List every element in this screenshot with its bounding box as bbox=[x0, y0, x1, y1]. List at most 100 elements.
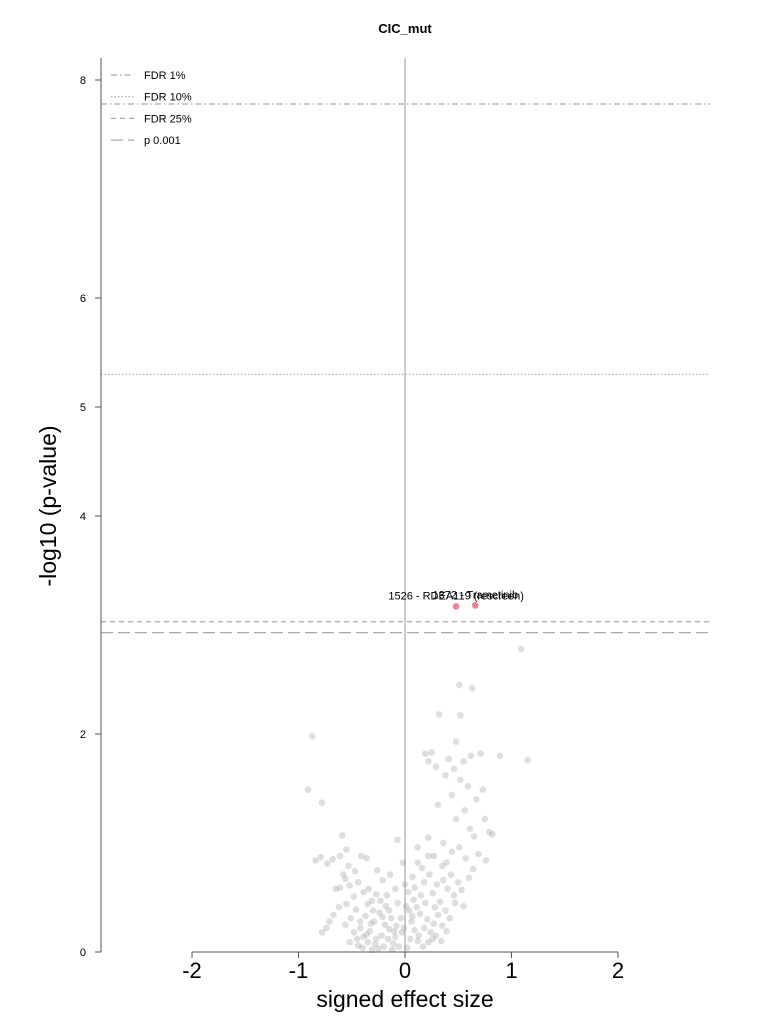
data-point bbox=[407, 935, 414, 943]
data-point bbox=[336, 852, 344, 860]
data-point bbox=[372, 935, 380, 943]
data-point bbox=[461, 807, 468, 814]
data-point bbox=[368, 946, 376, 954]
data-point bbox=[354, 942, 362, 949]
data-point bbox=[369, 907, 377, 914]
data-point bbox=[469, 865, 477, 873]
data-point bbox=[431, 904, 439, 911]
data-point bbox=[332, 885, 340, 893]
data-point bbox=[434, 911, 442, 919]
data-point bbox=[410, 896, 417, 903]
x-tick-label: 2 bbox=[612, 958, 624, 983]
data-point bbox=[470, 833, 478, 840]
data-point bbox=[365, 885, 373, 893]
data-point bbox=[432, 763, 440, 770]
data-point bbox=[343, 846, 350, 853]
data-point bbox=[363, 854, 370, 862]
data-point bbox=[379, 913, 386, 921]
highlighted-point-1 bbox=[452, 603, 460, 610]
data-point bbox=[446, 914, 454, 922]
data-point bbox=[438, 862, 446, 870]
legend-label-1: FDR 1% bbox=[144, 70, 186, 82]
y-tick-label: 8 bbox=[80, 75, 86, 87]
point-annotation-2: 1372 - Trametinib bbox=[432, 589, 518, 601]
data-point bbox=[467, 752, 475, 760]
data-point bbox=[477, 750, 484, 757]
data-point bbox=[358, 852, 365, 860]
data-point bbox=[368, 897, 376, 905]
data-point bbox=[421, 750, 429, 757]
data-point bbox=[359, 944, 366, 951]
data-point bbox=[318, 799, 326, 806]
data-point bbox=[386, 871, 394, 878]
x-axis-label: signed effect size bbox=[316, 986, 493, 1012]
data-point bbox=[462, 854, 470, 862]
data-point bbox=[473, 796, 480, 803]
data-point bbox=[464, 783, 472, 790]
legend: FDR 1% FDR 10% FDR 25% p 0.001 bbox=[111, 70, 192, 147]
data-point bbox=[392, 933, 399, 941]
data-point bbox=[429, 935, 436, 943]
data-point bbox=[353, 935, 361, 943]
data-point bbox=[403, 944, 411, 951]
highlighted-points: 1526 - RDEA119 (rescreen)1372 - Trametin… bbox=[388, 589, 524, 610]
y-axis-ticks: 0 2 4 5 6 8 bbox=[80, 75, 101, 959]
data-point bbox=[394, 899, 401, 907]
data-point bbox=[429, 889, 436, 897]
data-point bbox=[440, 876, 447, 884]
data-point bbox=[371, 941, 379, 948]
data-point bbox=[323, 860, 331, 868]
data-point bbox=[345, 862, 352, 870]
data-point bbox=[466, 825, 474, 833]
data-point bbox=[460, 757, 467, 765]
data-point bbox=[330, 911, 337, 919]
y-tick-label: 6 bbox=[80, 293, 86, 305]
point-annotation-1: 1526 - RDEA119 (rescreen) bbox=[388, 590, 524, 602]
data-point bbox=[411, 884, 418, 891]
data-point bbox=[304, 786, 312, 793]
data-point bbox=[409, 912, 416, 920]
data-point bbox=[356, 918, 364, 925]
legend-label-2: FDR 10% bbox=[144, 92, 192, 104]
data-point bbox=[445, 755, 452, 763]
data-point bbox=[460, 902, 467, 910]
data-point bbox=[426, 871, 433, 878]
data-point bbox=[383, 892, 391, 899]
y-tick-label: 5 bbox=[80, 402, 86, 414]
data-point bbox=[452, 815, 460, 823]
x-tick-label: 0 bbox=[399, 958, 411, 983]
data-point bbox=[414, 859, 422, 866]
data-point bbox=[381, 921, 389, 929]
data-point bbox=[309, 732, 316, 740]
y-tick-label: 4 bbox=[80, 511, 86, 523]
data-point bbox=[377, 897, 384, 905]
data-point bbox=[364, 900, 372, 908]
x-tick-label: -1 bbox=[289, 958, 309, 983]
y-tick-label: 2 bbox=[80, 729, 86, 741]
data-point bbox=[402, 902, 410, 910]
x-tick-label: -2 bbox=[182, 958, 202, 983]
data-point bbox=[432, 932, 440, 939]
data-point bbox=[405, 907, 413, 914]
data-point bbox=[517, 645, 525, 653]
data-point bbox=[372, 890, 380, 898]
data-point bbox=[430, 852, 438, 860]
data-point bbox=[420, 924, 428, 932]
data-point bbox=[450, 765, 458, 773]
data-point bbox=[475, 850, 482, 858]
data-point bbox=[485, 828, 493, 836]
data-point bbox=[437, 937, 445, 945]
data-point bbox=[404, 888, 412, 896]
data-point bbox=[442, 772, 449, 779]
data-point bbox=[387, 914, 395, 922]
data-point bbox=[457, 712, 464, 719]
data-point bbox=[420, 878, 428, 886]
data-point bbox=[322, 924, 330, 932]
data-point bbox=[312, 857, 319, 864]
data-point bbox=[376, 909, 383, 917]
data-point bbox=[436, 898, 444, 906]
data-point bbox=[388, 946, 396, 954]
data-point bbox=[394, 836, 401, 844]
data-point bbox=[374, 866, 381, 874]
data-point bbox=[451, 899, 459, 907]
